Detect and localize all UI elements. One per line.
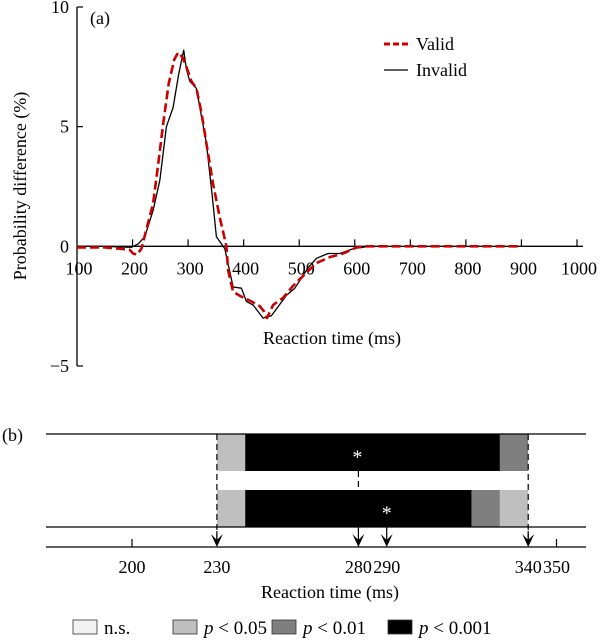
legend-label-threshold: < 0.001	[429, 618, 492, 639]
x-tick-label: 280	[345, 557, 372, 577]
significance-asterisk: *	[352, 447, 362, 469]
legend-label: p < 0.001	[417, 618, 491, 639]
y-tick-label: −5	[50, 356, 69, 376]
x-tick-label: 100	[66, 258, 93, 278]
legend-swatch	[387, 619, 413, 635]
x-tick-label: 500	[288, 258, 315, 278]
arrow-head-icon	[210, 534, 223, 547]
significance-segment	[216, 434, 246, 471]
series-line-valid	[77, 51, 522, 320]
x-tick-label: 1000	[561, 258, 597, 278]
significance-asterisk: *	[382, 503, 392, 525]
x-tick-label: 200	[121, 258, 148, 278]
panel-b-rows: **	[216, 434, 529, 527]
significance-segment	[471, 490, 500, 527]
legend-label-p: p	[301, 618, 313, 639]
x-tick-label: 350	[543, 557, 570, 577]
y-tick-label: 5	[60, 117, 69, 137]
arrow-head-icon	[380, 534, 393, 547]
significance-segment	[499, 434, 529, 471]
significance-segment	[245, 434, 500, 471]
legend-label-valid: Valid	[416, 34, 454, 54]
x-tick-label: 600	[343, 258, 370, 278]
x-tick-label: 700	[399, 258, 426, 278]
x-tick-label: 800	[454, 258, 481, 278]
panel-a-axes	[76, 7, 583, 366]
arrow-head-icon	[522, 534, 535, 547]
legend-label-threshold: < 0.01	[313, 618, 366, 639]
significance-segment	[216, 490, 246, 527]
legend-label-p: p	[417, 618, 429, 639]
panel-a-label: (a)	[90, 8, 110, 29]
x-tick-label: 400	[232, 258, 259, 278]
panel-a-x-axis-label: Reaction time (ms)	[263, 328, 401, 349]
x-tick-label: 200	[119, 557, 146, 577]
legend-label-p: p	[202, 618, 214, 639]
x-tick-label: 900	[510, 258, 537, 278]
panel-a-legend: Valid Invalid	[384, 34, 467, 80]
panel-a-series	[77, 49, 522, 320]
y-tick-label: 0	[60, 236, 69, 256]
significance-segment	[499, 490, 529, 527]
x-tick-label: 230	[203, 557, 230, 577]
y-tick-label: 10	[51, 0, 69, 17]
legend-label-invalid: Invalid	[416, 60, 467, 80]
panel-a-y-axis-label: Probability difference (%)	[10, 92, 31, 281]
legend-label: p < 0.01	[301, 618, 366, 639]
panel-b-significance-chart: (b) ** 200 230 280 290 340 350 Reaction time …	[2, 425, 586, 639]
x-tick-label: 290	[373, 557, 400, 577]
panel-b-x-axis-label: Reaction time (ms)	[261, 582, 399, 603]
panel-a-line-chart: (a) 100 200 300 400 500 600 700 800 900 1000 10 5 0 −…	[10, 0, 597, 376]
panel-b-axis: 200 230 280 290 340 350	[46, 527, 586, 577]
panel-b-lines	[46, 433, 586, 540]
panel-b-label: (b)	[2, 425, 23, 446]
panel-a-ticks: 100 200 300 400 500 600 700 800 900 1000 10 5 0 −5	[50, 0, 597, 376]
panel-b-legend: n.s. p < 0.05 p < 0.01 p < 0.001	[72, 618, 491, 639]
legend-label: n.s.	[104, 618, 130, 639]
legend-label: p < 0.05	[202, 618, 267, 639]
significance-segment	[245, 490, 472, 527]
arrow-head-icon	[352, 534, 365, 547]
legend-label-threshold: < 0.05	[214, 618, 267, 639]
legend-swatch	[172, 619, 198, 635]
x-tick-label: 300	[177, 258, 204, 278]
legend-swatch	[72, 619, 98, 635]
x-tick-label: 340	[515, 557, 542, 577]
legend-swatch	[271, 619, 297, 635]
